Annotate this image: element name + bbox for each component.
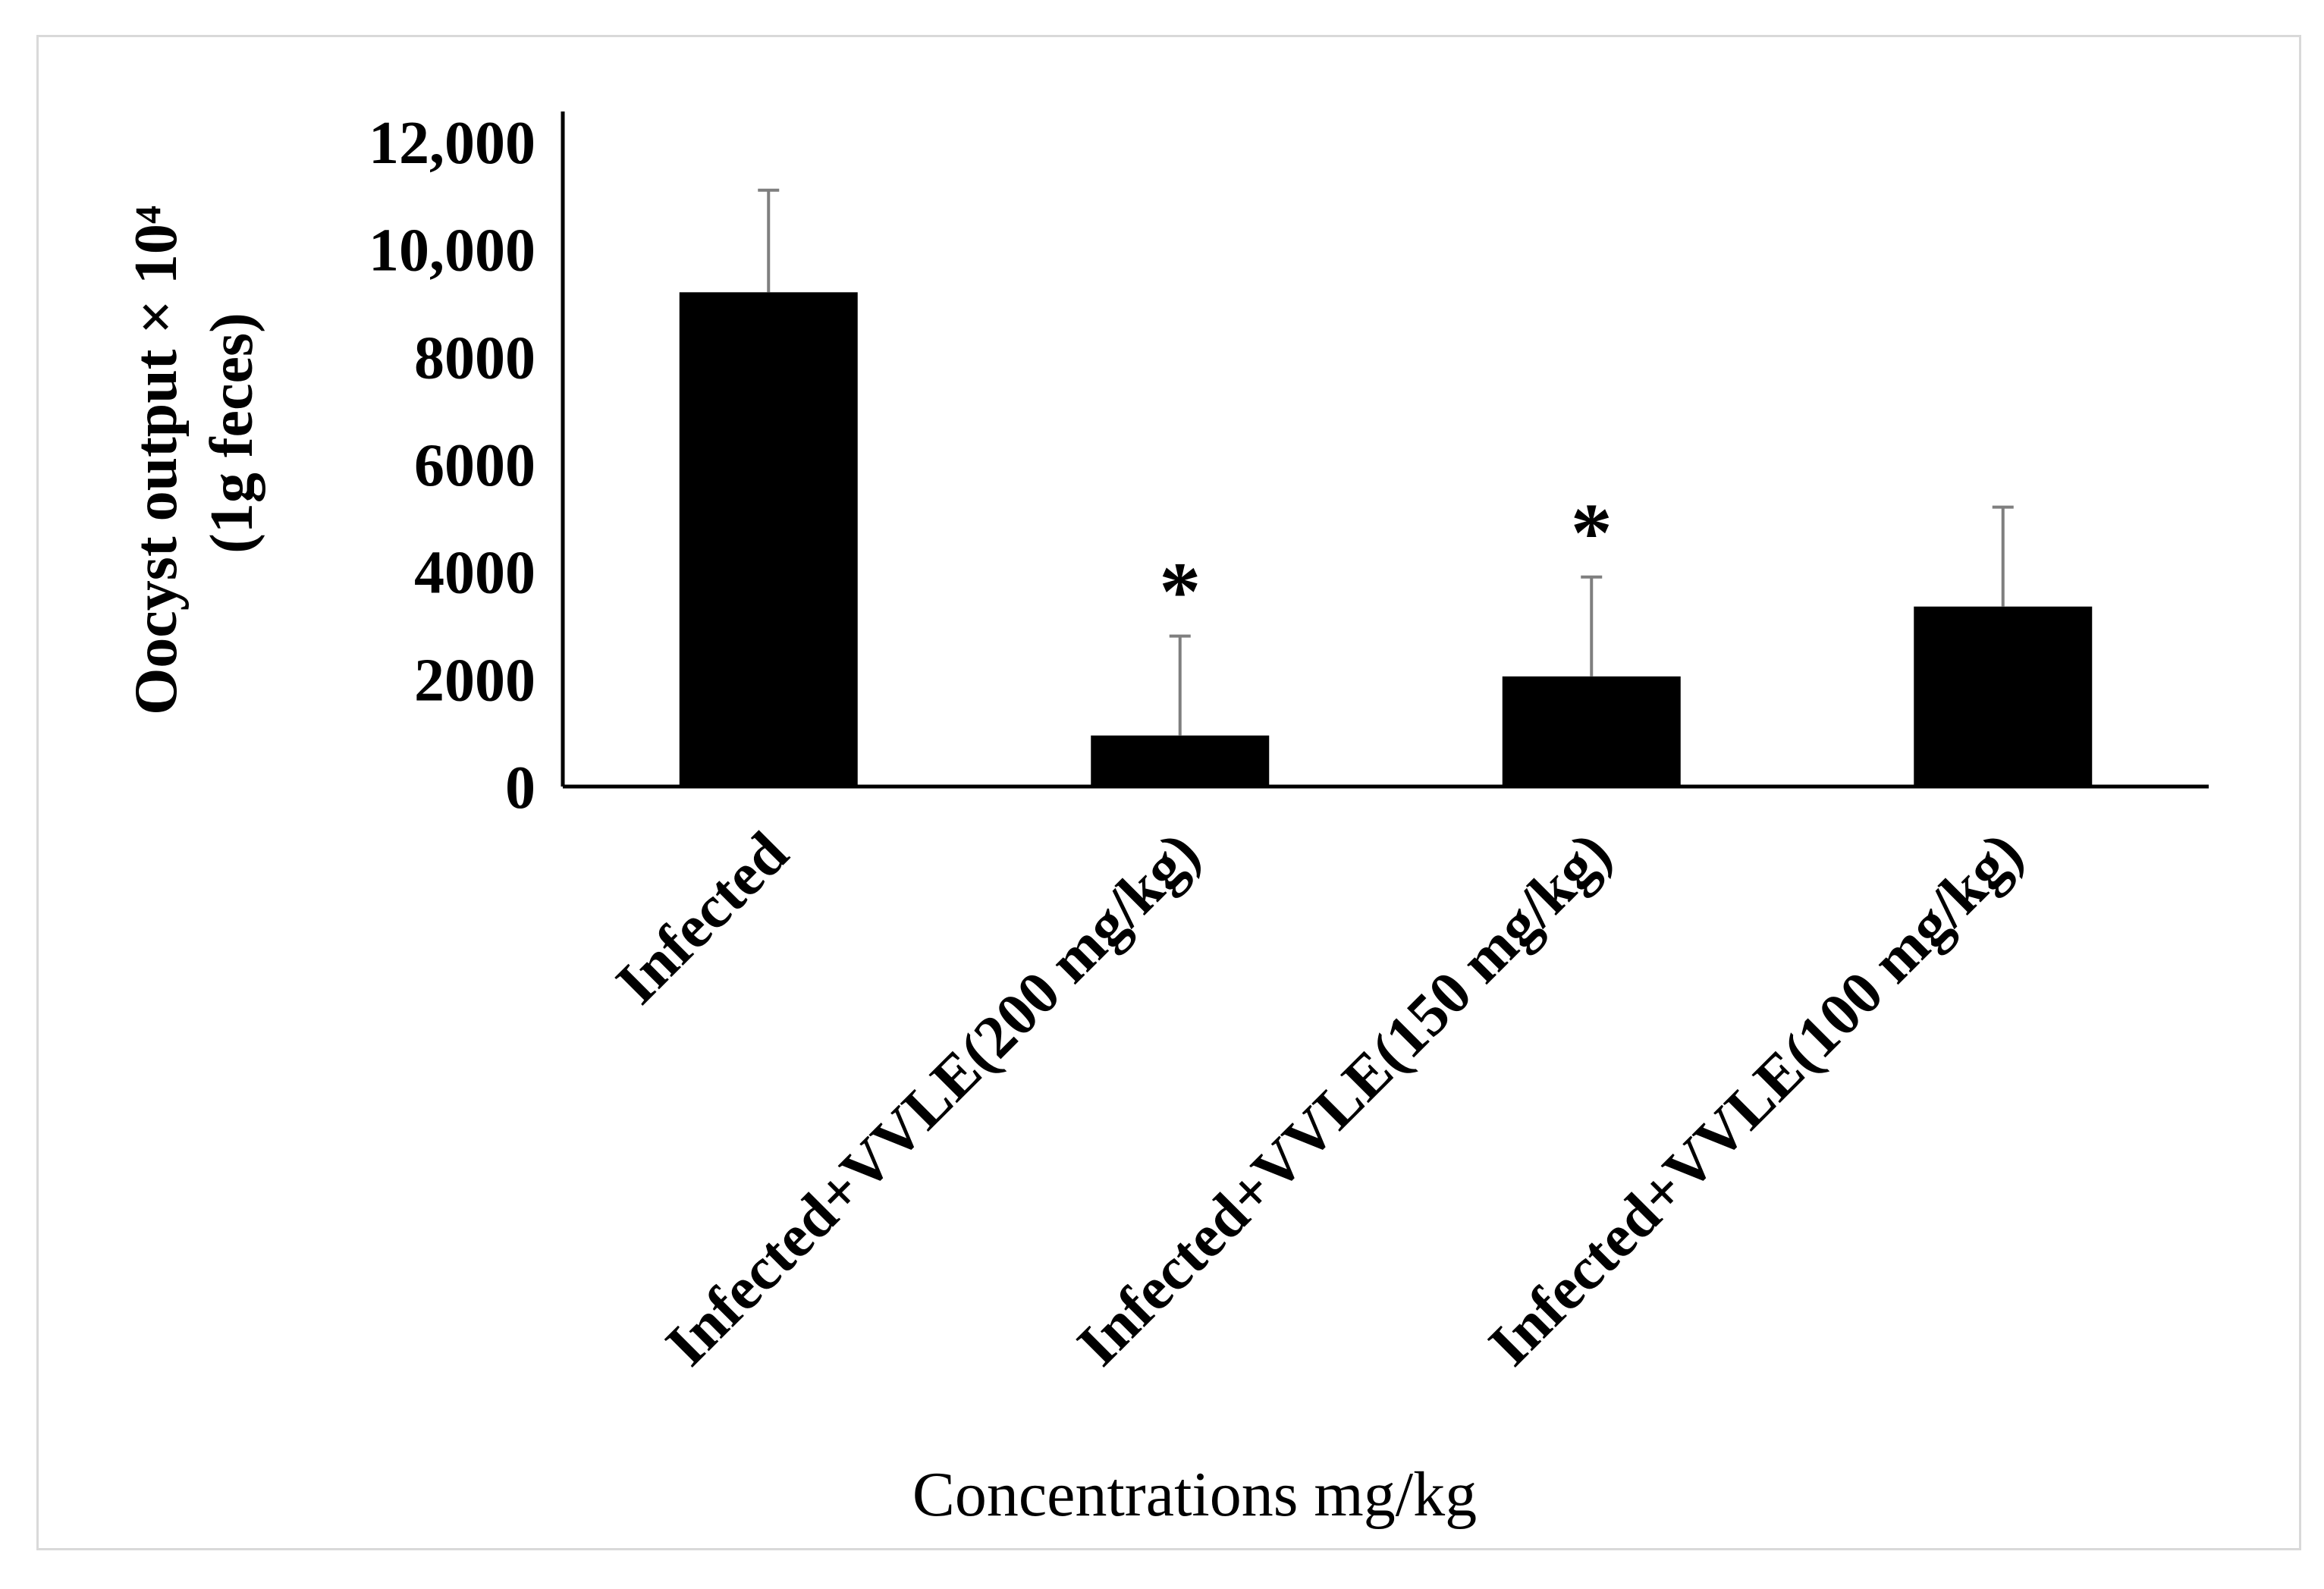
y-tick-label: 8000 xyxy=(414,325,535,391)
x-axis-title: Concentrations mg/kg xyxy=(912,1459,1477,1530)
y-tick-labels: 0 2000 4000 6000 8000 10,000 12,000 xyxy=(369,110,535,821)
bar xyxy=(1914,606,2093,787)
y-tick-label: 6000 xyxy=(414,432,535,499)
significance-asterisk: * xyxy=(1571,486,1613,579)
bar xyxy=(679,292,858,787)
error-bars xyxy=(758,188,2014,736)
y-axis-title-line2: (1g feces) xyxy=(199,312,265,554)
bar xyxy=(1091,735,1270,787)
bars xyxy=(679,292,2093,787)
y-tick-label: 10,000 xyxy=(369,218,535,284)
bar xyxy=(1502,676,1681,787)
significance-asterisk: * xyxy=(1159,545,1201,638)
significance-marks: ** xyxy=(1159,486,1613,638)
y-tick-label: 12,000 xyxy=(369,110,535,177)
y-axis-title-line1: Oocyst output × 10⁴ xyxy=(123,206,190,715)
y-tick-label: 4000 xyxy=(414,540,535,607)
x-category-label: Infected xyxy=(604,820,801,1017)
y-tick-label: 0 xyxy=(505,755,535,821)
chart-frame xyxy=(36,35,2301,1550)
y-tick-label: 2000 xyxy=(414,647,535,714)
